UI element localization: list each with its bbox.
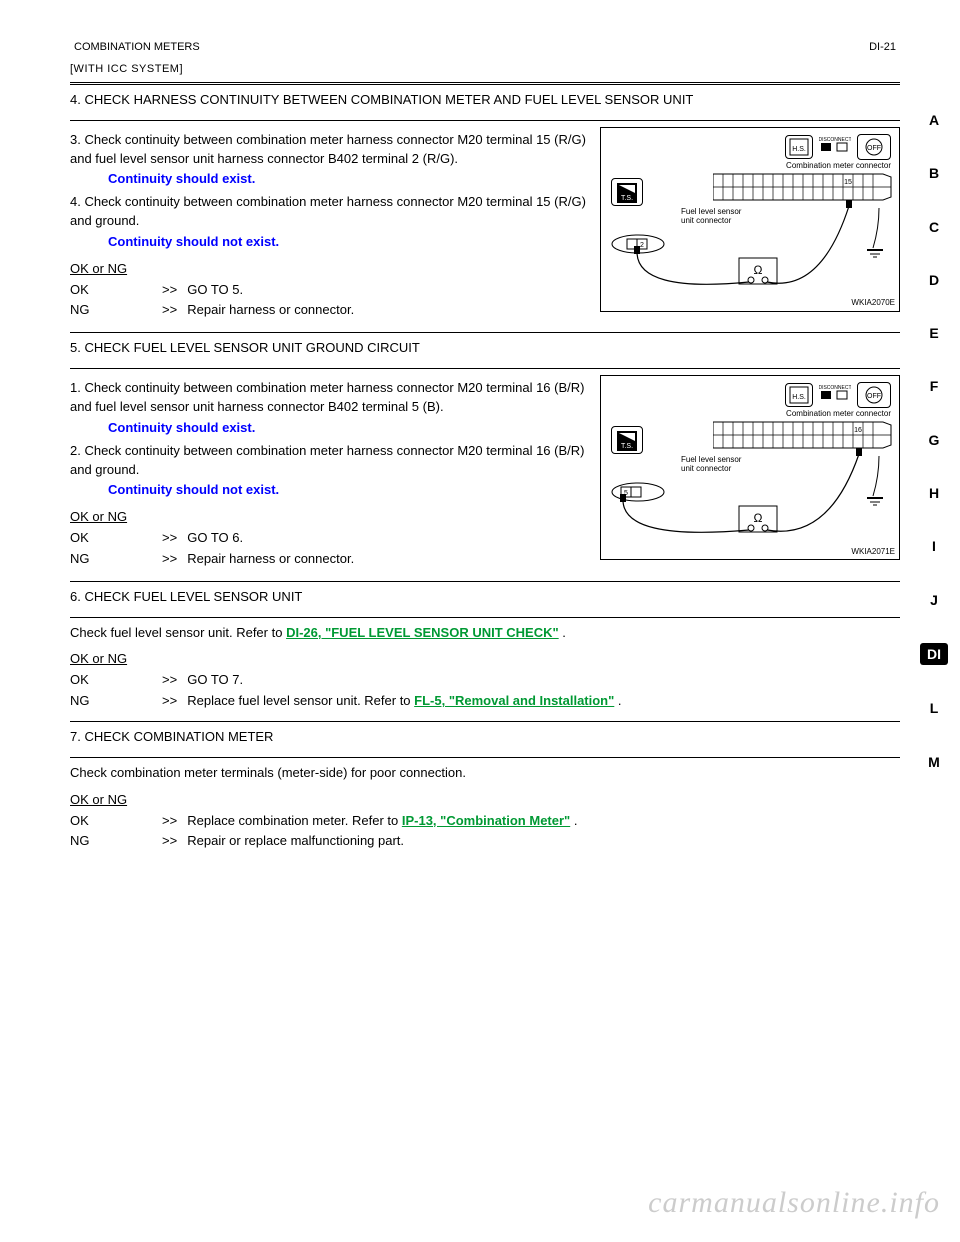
step4-item2: 4. Check continuity between combination … [70, 193, 586, 231]
step7-ok-link[interactable]: IP-13, "Combination Meter" [402, 813, 570, 828]
step6-rule [70, 617, 900, 618]
step6-ng-link[interactable]: FL-5, "Removal and Installation" [414, 693, 614, 708]
step7-heading: 7. CHECK COMBINATION METER [70, 728, 900, 747]
tab-l[interactable]: L [920, 698, 948, 718]
diagram-step5: H.S. DISCONNECT OFF Combination meter co… [600, 375, 900, 560]
diagram-step4: H.S. DISCONNECT OFF Combination meter co… [600, 127, 900, 312]
step5-ok-arrow: >> [156, 529, 184, 548]
watermark: carmanualsonline.info [648, 1181, 940, 1225]
step4-okng: OK or NG [70, 261, 127, 276]
step6-link[interactable]: DI-26, "FUEL LEVEL SENSOR UNIT CHECK" [286, 625, 559, 640]
step4-ok-arrow: >> [156, 281, 184, 300]
step4-ng-label: NG [70, 301, 152, 320]
step6-line1-pre: Check fuel level sensor unit. Refer to [70, 625, 286, 640]
step4-rule [70, 120, 900, 121]
step6-heading: 6. CHECK FUEL LEVEL SENSOR UNIT [70, 588, 900, 607]
step4-item1: 3. Check continuity between combination … [70, 131, 586, 169]
step4-continuity-exist: Continuity should exist. [108, 170, 586, 189]
step5-ng-label: NG [70, 550, 152, 569]
step6-ng-arrow: >> [156, 692, 184, 711]
tab-h[interactable]: H [920, 483, 948, 503]
tab-c[interactable]: C [920, 217, 948, 237]
step4-ng-arrow: >> [156, 301, 184, 320]
step5-bottom-rule [70, 581, 900, 582]
step6-ok-label: OK [70, 671, 152, 690]
step6-ng-pre: Replace fuel level sensor unit. Refer to [187, 693, 414, 708]
tab-a[interactable]: A [920, 110, 948, 130]
diagram-tag-b: WKIA2071E [851, 546, 895, 558]
step7-ok-post: . [574, 813, 578, 828]
step6-okng: OK or NG [70, 651, 127, 666]
tab-e[interactable]: E [920, 323, 948, 343]
step7-ok-label: OK [70, 812, 152, 831]
step6-bottom-rule [70, 721, 900, 722]
header-right: DI-21 [869, 40, 896, 56]
step7-ng-text: Repair or replace malfunctioning part. [187, 833, 404, 848]
tab-m[interactable]: M [920, 752, 948, 772]
step7-ok-arrow: >> [156, 812, 184, 831]
step6-line1-post: . [562, 625, 566, 640]
step4-ok-label: OK [70, 281, 152, 300]
tab-i[interactable]: I [920, 536, 948, 556]
tab-b[interactable]: B [920, 163, 948, 183]
step5-heading: 5. CHECK FUEL LEVEL SENSOR UNIT GROUND C… [70, 339, 900, 358]
side-tabs: A B C D E F G H I J DI L M [920, 110, 948, 772]
step5-ng-arrow: >> [156, 550, 184, 569]
step4-bottom-rule [70, 332, 900, 333]
step4-heading: 4. CHECK HARNESS CONTINUITY BETWEEN COMB… [70, 91, 900, 110]
tab-f[interactable]: F [920, 376, 948, 396]
step5-ng-text: Repair harness or connector. [187, 551, 354, 566]
top-rule [70, 82, 900, 85]
step7-okng: OK or NG [70, 792, 127, 807]
tab-di[interactable]: DI [920, 643, 948, 665]
step5-ok-label: OK [70, 529, 152, 548]
step5-continuity-not-exist: Continuity should not exist. [108, 481, 586, 500]
step6-ng-label: NG [70, 692, 152, 711]
tab-g[interactable]: G [920, 430, 948, 450]
step5-okng: OK or NG [70, 509, 127, 524]
header-left: COMBINATION METERS [74, 40, 200, 56]
step7-ng-arrow: >> [156, 832, 184, 851]
step6-ng-post: . [618, 693, 622, 708]
tab-d[interactable]: D [920, 270, 948, 290]
step7-ok-pre: Replace combination meter. Refer to [187, 813, 402, 828]
step5-continuity-exist: Continuity should exist. [108, 419, 586, 438]
wiring-b: Ω [601, 376, 901, 561]
step5-rule [70, 368, 900, 369]
tab-j[interactable]: J [920, 590, 948, 610]
section-title: [WITH ICC SYSTEM] [70, 62, 900, 78]
step6-ok-arrow: >> [156, 671, 184, 690]
step5-item2: 2. Check continuity between combination … [70, 442, 586, 480]
step4-ng-text: Repair harness or connector. [187, 302, 354, 317]
step4-ok-text: GO TO 5. [187, 282, 243, 297]
step7-line1: Check combination meter terminals (meter… [70, 764, 900, 783]
wiring-a: Ω [601, 128, 901, 313]
diagram-tag-a: WKIA2070E [851, 297, 895, 309]
step4-continuity-not-exist: Continuity should not exist. [108, 233, 586, 252]
step5-ok-text: GO TO 6. [187, 530, 243, 545]
step6-ok-text: GO TO 7. [187, 672, 243, 687]
svg-text:Ω: Ω [754, 263, 763, 277]
step7-ng-label: NG [70, 832, 152, 851]
svg-text:Ω: Ω [754, 511, 763, 525]
step7-rule [70, 757, 900, 758]
step5-item1: 1. Check continuity between combination … [70, 379, 586, 417]
